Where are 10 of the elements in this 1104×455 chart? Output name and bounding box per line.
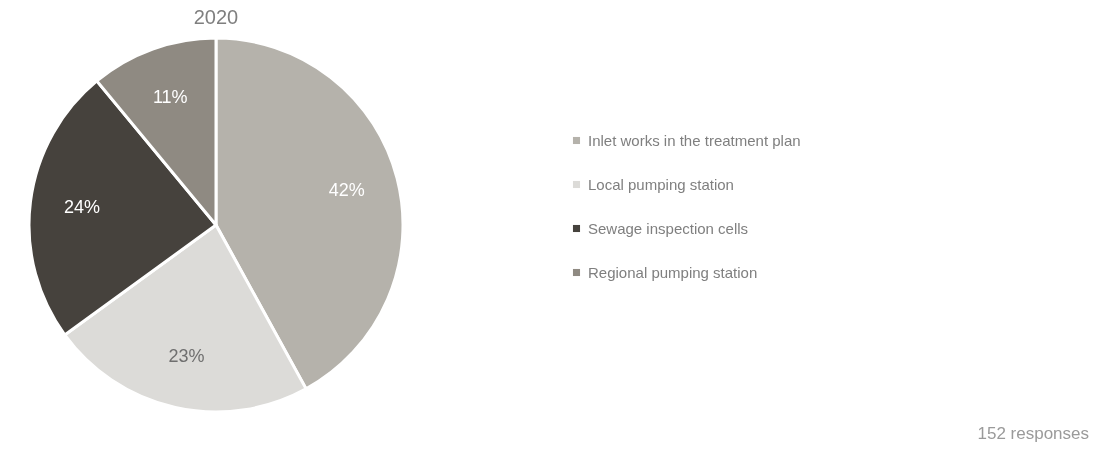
chart-title: 2020 <box>193 6 239 28</box>
data-label: 24% <box>64 197 101 218</box>
legend-label: Inlet works in the treatment plan <box>588 131 801 149</box>
legend-label: Regional pumping station <box>588 263 758 281</box>
legend-label: Local pumping station <box>588 175 734 193</box>
data-label: 42% <box>328 180 365 201</box>
legend-label: Sewage inspection cells <box>588 219 749 237</box>
data-label: 11% <box>152 86 188 107</box>
text: 152 responses <box>977 424 1089 443</box>
data-label: 23% <box>168 345 205 366</box>
